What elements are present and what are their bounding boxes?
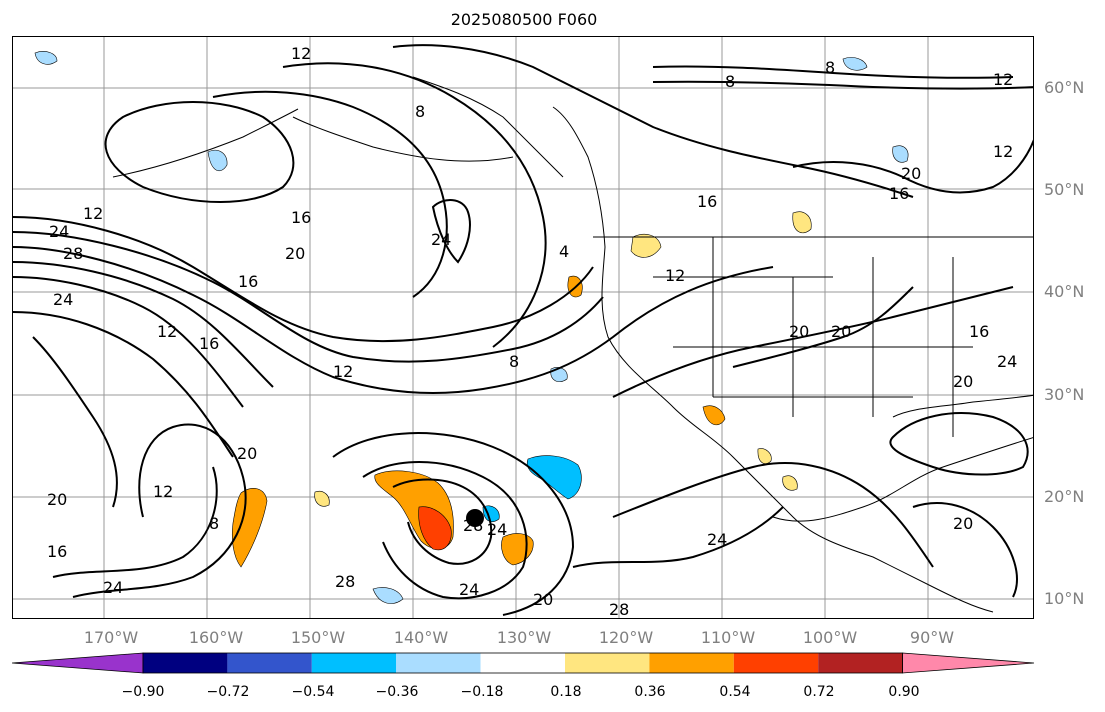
lat-label: 40°N — [1044, 282, 1085, 301]
contour-label: 24 — [459, 580, 479, 599]
contour-label: 20 — [953, 372, 973, 391]
colorbar-tick-label: −0.90 — [121, 684, 165, 700]
contour-label: 8 — [725, 72, 735, 91]
contour-label: 20 — [285, 244, 305, 263]
contour-label: 16 — [291, 208, 311, 227]
lon-label: 100°W — [802, 628, 858, 647]
colorbar-segment — [143, 653, 228, 673]
contour-label: 12 — [153, 482, 173, 501]
contour-label: 16 — [969, 322, 989, 341]
lon-label: 130°W — [496, 628, 552, 647]
colorbar-tick-label: 0.36 — [634, 684, 666, 700]
contour-label: 16 — [238, 272, 258, 291]
lat-label: 30°N — [1044, 385, 1085, 404]
contour-label: 20 — [533, 590, 553, 609]
colorbar-segment — [818, 653, 903, 673]
contour-label: 12 — [993, 70, 1013, 89]
colorbar-tick-label: −0.54 — [291, 684, 335, 700]
contour-label: 12 — [157, 322, 177, 341]
colorbar-tick-label: 0.54 — [719, 684, 751, 700]
shaded-field — [34, 51, 909, 604]
lon-label: 120°W — [598, 628, 654, 647]
contour-label: 16 — [199, 334, 219, 353]
contour-labels: 12 8 8 12 8 24 16 16 20 16 24 28 12 4 24… — [47, 44, 1017, 619]
contour-label: 24 — [997, 352, 1017, 371]
contour-label: 28 — [63, 244, 83, 263]
contour-label: 8 — [509, 352, 519, 371]
colorbar-outline — [142, 652, 903, 674]
lon-label: 150°W — [290, 628, 346, 647]
contour-label: 16 — [47, 542, 67, 561]
colorbar-segment — [733, 653, 819, 673]
contour-label: 20 — [47, 490, 67, 509]
lon-label: 170°W — [83, 628, 139, 647]
contour-label: 24 — [53, 290, 73, 309]
colorbar-tick-label: −0.18 — [460, 684, 504, 700]
contour-label: 20 — [831, 322, 851, 341]
contour-label: 20 — [953, 514, 973, 533]
colorbar-tick-label: 0.18 — [550, 684, 582, 700]
coastlines — [112, 76, 1033, 613]
contour-label: 20 — [901, 164, 921, 183]
contour-label: 8 — [209, 514, 219, 533]
colorbar-tick-label: −0.36 — [375, 684, 419, 700]
colorbar-tick-label: 0.72 — [803, 684, 835, 700]
lon-label: 160°W — [188, 628, 244, 647]
contour-label: 24 — [49, 222, 69, 241]
contour-label: 8 — [825, 58, 835, 77]
colorbar-segment — [311, 653, 397, 673]
map-panel: 12 8 8 12 8 24 16 16 20 16 24 28 12 4 24… — [12, 36, 1034, 619]
contour-label: 28 — [335, 572, 355, 591]
contour-label: 12 — [333, 362, 353, 381]
map-title: 2025080500 F060 — [450, 10, 598, 29]
contour-label: 12 — [291, 44, 311, 63]
colorbar-extend-low — [12, 652, 144, 674]
contour-label: 12 — [993, 142, 1013, 161]
contour-label: 12 — [665, 266, 685, 285]
contour-label: 24 — [707, 530, 727, 549]
contour-label: 20 — [789, 322, 809, 341]
lat-label: 60°N — [1044, 78, 1085, 97]
lat-label: 20°N — [1044, 487, 1085, 506]
colorbar-segment — [396, 653, 481, 673]
contour-label: 24 — [103, 578, 123, 597]
contour-label: 16 — [697, 192, 717, 211]
contour-label: 24 — [431, 230, 451, 249]
contour-label: 20 — [237, 444, 257, 463]
colorbar — [12, 652, 1035, 674]
contour-label: 8 — [415, 102, 425, 121]
colorbar-tick-label: 0.90 — [888, 684, 920, 700]
storm-center-marker — [466, 509, 484, 527]
lon-label: 140°W — [393, 628, 449, 647]
graticule — [13, 37, 1033, 618]
contour-label: 16 — [889, 184, 909, 203]
map-svg: 12 8 8 12 8 24 16 16 20 16 24 28 12 4 24… — [13, 37, 1033, 619]
colorbar-tick-label: −0.72 — [206, 684, 250, 700]
colorbar-segment — [480, 653, 565, 673]
contour-label: 12 — [83, 204, 103, 223]
colorbar-segment — [227, 653, 312, 673]
lat-label: 50°N — [1044, 180, 1085, 199]
contours — [13, 44, 1033, 616]
colorbar-extend-high — [902, 652, 1035, 674]
colorbar-segment — [649, 653, 734, 673]
lon-label: 110°W — [700, 628, 756, 647]
contour-label: 28 — [609, 600, 629, 619]
lat-label: 10°N — [1044, 589, 1085, 608]
colorbar-segment — [565, 653, 650, 673]
contour-label: 4 — [559, 242, 569, 261]
lon-label: 90°W — [909, 628, 955, 647]
contour-label: 24 — [487, 520, 507, 539]
